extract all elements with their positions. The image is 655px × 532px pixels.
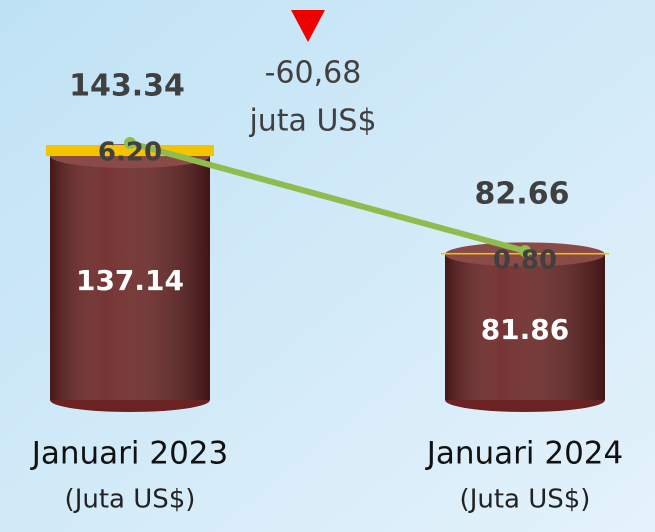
total-label: 143.34	[69, 69, 185, 104]
segment-label: 137.14	[76, 264, 184, 297]
trend-point	[124, 137, 136, 149]
x-tick-label: Januari 2023	[30, 436, 229, 472]
segment-label: 0.80	[493, 245, 557, 275]
bar-part	[445, 254, 605, 400]
bar-part	[46, 145, 214, 157]
trend-line	[129, 140, 526, 254]
change-indicator	[291, 10, 325, 42]
bar-part	[50, 156, 210, 400]
segment-label: 6.20	[98, 138, 162, 168]
annotation-unit: juta US$	[248, 104, 376, 139]
trend-point	[519, 244, 531, 257]
x-tick-label: Januari 2024	[425, 436, 624, 472]
total-label: 82.66	[475, 176, 570, 211]
bar-segment	[445, 242, 605, 400]
x-sublabel: (Juta US$)	[65, 485, 196, 515]
annotation-value: -60,68	[265, 56, 362, 91]
bar-segment	[46, 145, 214, 157]
segment-label: 81.86	[481, 313, 570, 346]
x-sublabel: (Juta US$)	[460, 485, 591, 515]
